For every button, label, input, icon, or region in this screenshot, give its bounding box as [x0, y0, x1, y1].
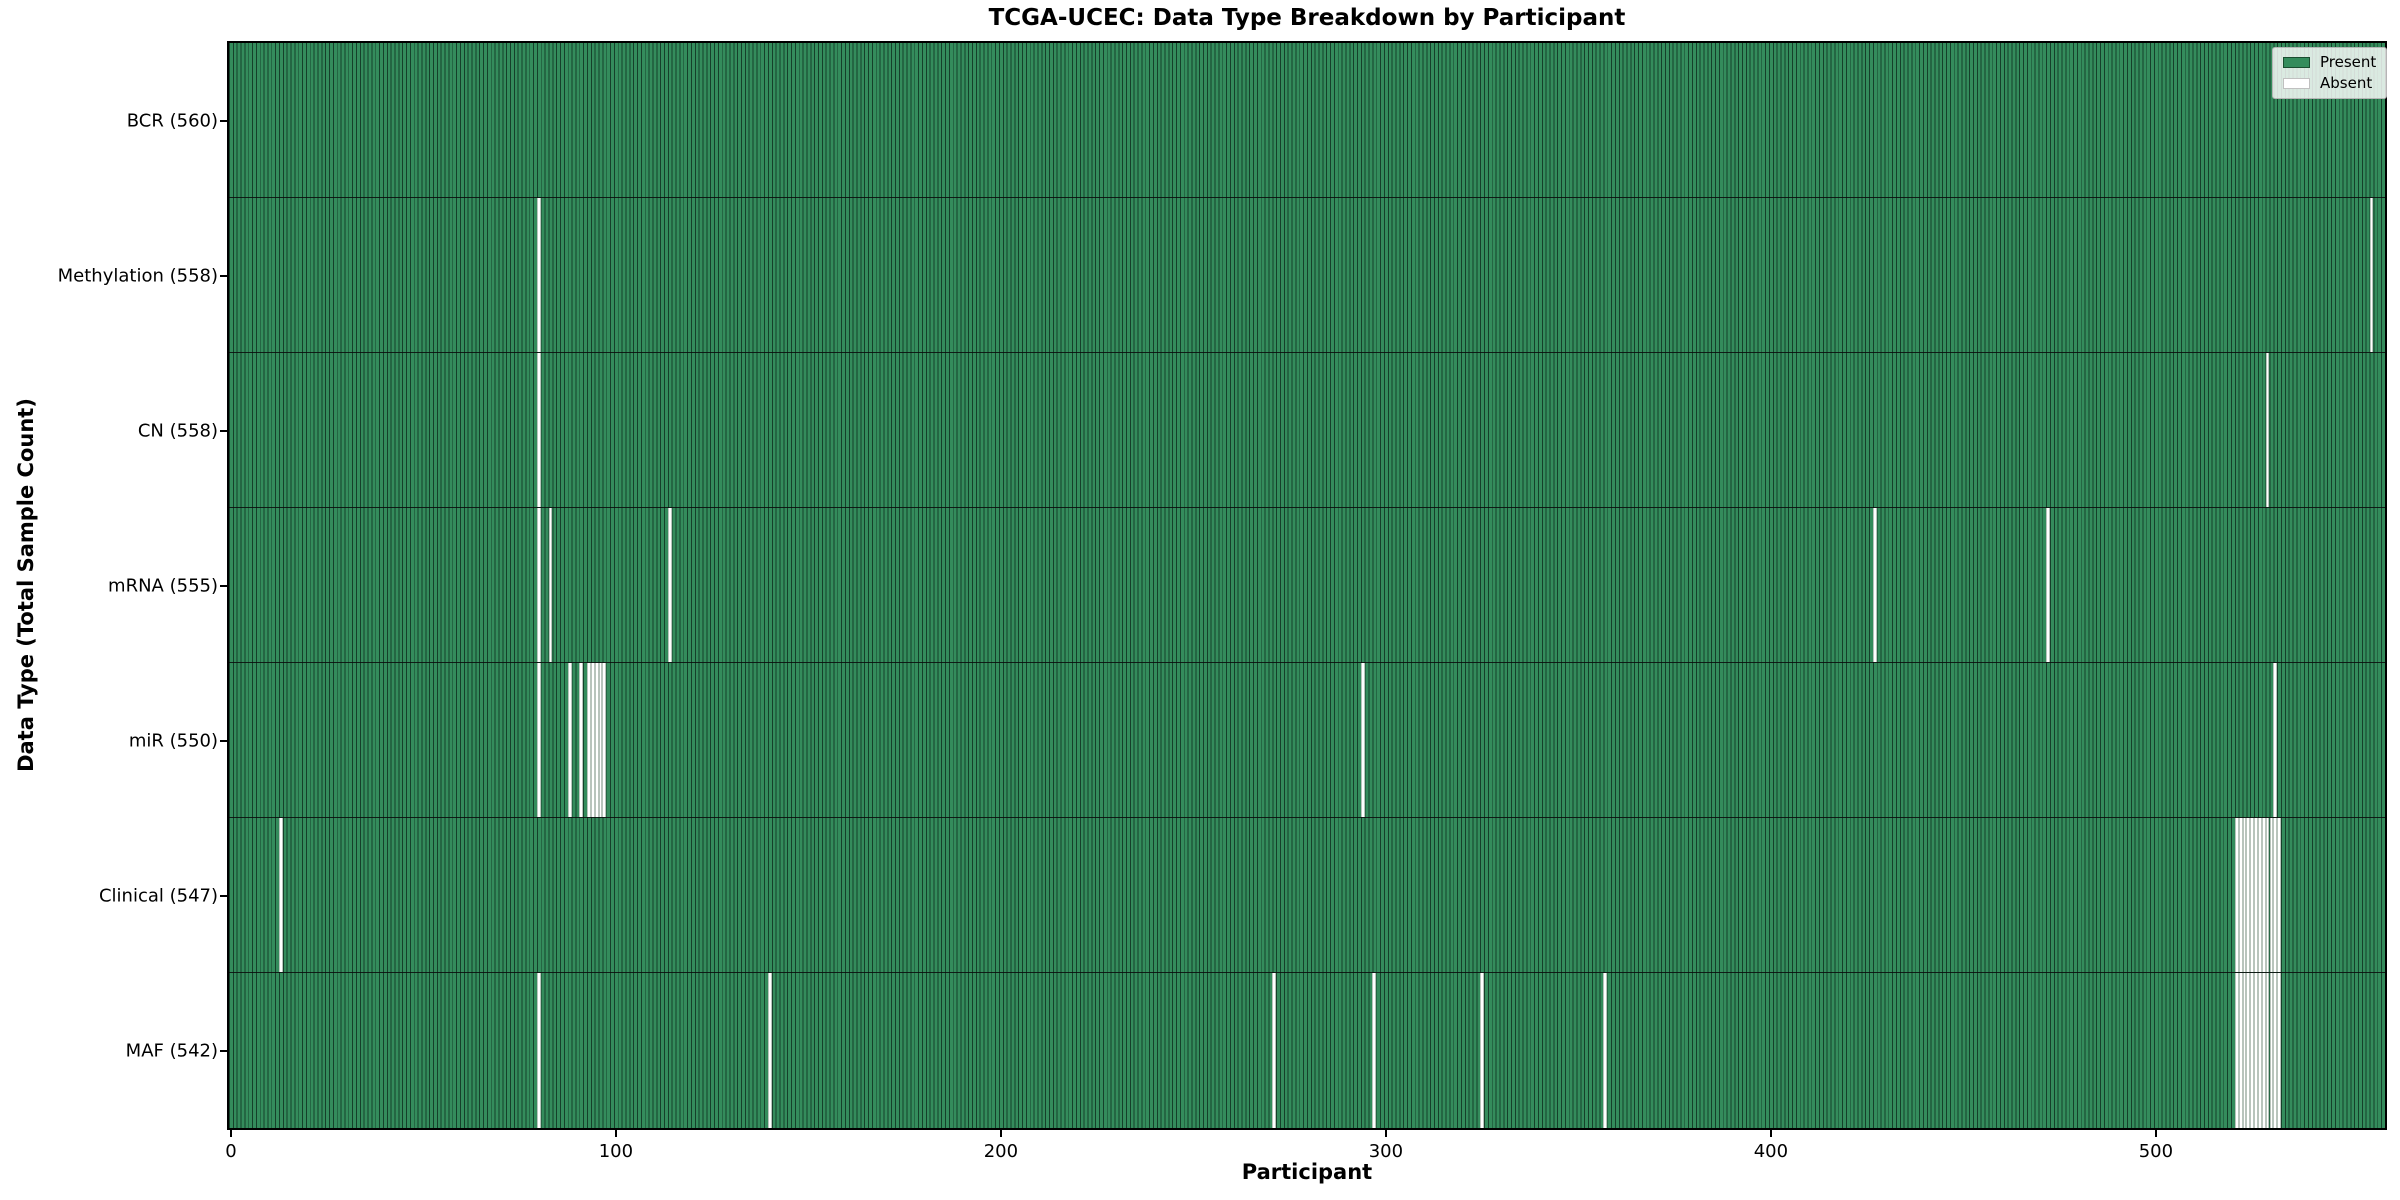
- xtick-mark: [229, 1128, 232, 1137]
- absent-bar: [2246, 973, 2251, 1128]
- absent-bar: [667, 508, 672, 662]
- legend-label: Present: [2320, 53, 2377, 71]
- legend-item-present: Present: [2283, 55, 2376, 70]
- absent-bar: [2234, 818, 2239, 972]
- xtick-label: 300: [1368, 1141, 1404, 1162]
- absent-bar: [548, 508, 553, 662]
- absent-bar: [1272, 973, 1277, 1128]
- absent-bar: [2273, 663, 2278, 817]
- chart-title: TCGA-UCEC: Data Type Breakdown by Partic…: [988, 5, 1626, 31]
- absent-bar: [2261, 818, 2266, 972]
- absent-bar: [2265, 973, 2270, 1128]
- row-clinical: [229, 818, 2385, 973]
- absent-bar: [2265, 353, 2270, 507]
- absent-bar: [537, 663, 541, 817]
- xtick-label: 0: [225, 1141, 237, 1162]
- absent-bar: [2234, 973, 2239, 1128]
- legend-swatch-present: [2283, 57, 2310, 68]
- ytick-mark: [220, 119, 229, 122]
- row-methylation: [229, 198, 2385, 353]
- absent-bar: [1603, 973, 1608, 1128]
- absent-bar: [1480, 973, 1485, 1128]
- absent-bar: [2254, 818, 2258, 972]
- ytick-label: Clinical (547): [98, 885, 218, 906]
- legend-swatch-absent: [2283, 78, 2310, 89]
- absent-bar: [2250, 818, 2255, 972]
- ytick-label: BCR (560): [126, 110, 218, 131]
- ytick-mark: [220, 739, 229, 742]
- absent-bar: [1872, 508, 1877, 662]
- absent-bar: [2250, 973, 2255, 1128]
- xtick-label: 500: [2138, 1141, 2174, 1162]
- absent-bar: [2238, 973, 2243, 1128]
- absent-bar: [2369, 198, 2374, 352]
- ytick-label: MAF (542): [125, 1040, 218, 1061]
- absent-bar: [567, 663, 572, 817]
- absent-bar: [2254, 973, 2258, 1128]
- absent-bar: [537, 198, 541, 352]
- absent-bar: [2242, 973, 2247, 1128]
- xtick-mark: [614, 1128, 617, 1137]
- xtick-label: 400: [1753, 1141, 1789, 1162]
- absent-bar: [537, 353, 541, 507]
- xtick-mark: [1769, 1128, 1772, 1137]
- legend-item-absent: Absent: [2283, 76, 2376, 91]
- absent-bar: [2257, 973, 2262, 1128]
- absent-bar: [2238, 818, 2243, 972]
- absent-bar: [279, 818, 283, 972]
- absent-bar: [2277, 818, 2282, 972]
- absent-bar: [2265, 818, 2270, 972]
- plot-area: [227, 41, 2387, 1130]
- absent-bar: [587, 663, 591, 817]
- legend: Present Absent: [2272, 47, 2388, 99]
- ytick-label: Methylation (558): [57, 265, 218, 286]
- absent-bar: [768, 973, 772, 1128]
- xtick-label: 200: [983, 1141, 1019, 1162]
- absent-bar: [602, 663, 607, 817]
- absent-bar: [598, 663, 603, 817]
- absent-bar: [594, 663, 599, 817]
- row-cn: [229, 353, 2385, 508]
- absent-bar: [2273, 973, 2278, 1128]
- absent-bar: [2257, 818, 2262, 972]
- absent-bar: [2269, 973, 2274, 1128]
- ytick-label: miR (550): [128, 730, 218, 751]
- ytick-mark: [220, 429, 229, 432]
- ytick-label: CN (558): [137, 420, 218, 441]
- absent-bar: [1372, 973, 1377, 1128]
- ytick-mark: [220, 894, 229, 897]
- xtick-mark: [2154, 1128, 2157, 1137]
- xtick-mark: [999, 1128, 1002, 1137]
- ytick-mark: [220, 274, 229, 277]
- absent-bar: [590, 663, 595, 817]
- absent-bar: [1360, 663, 1365, 817]
- absent-bar: [2246, 818, 2251, 972]
- row-mrna: [229, 508, 2385, 663]
- legend-label: Absent: [2320, 74, 2373, 92]
- absent-bar: [2273, 818, 2278, 972]
- absent-bar: [2277, 973, 2282, 1128]
- absent-bar: [2242, 818, 2247, 972]
- row-maf: [229, 973, 2385, 1128]
- absent-bar: [537, 973, 541, 1128]
- absent-bar: [2269, 818, 2274, 972]
- row-bcr: [229, 43, 2385, 198]
- x-axis-label: Participant: [1241, 1160, 1373, 1184]
- absent-bar: [537, 508, 541, 662]
- ytick-mark: [220, 584, 229, 587]
- xtick-mark: [1384, 1128, 1387, 1137]
- xtick-label: 100: [598, 1141, 634, 1162]
- ytick-label: mRNA (555): [108, 575, 218, 596]
- absent-bar: [2046, 508, 2051, 662]
- ytick-mark: [220, 1049, 229, 1052]
- row-mir: [229, 663, 2385, 818]
- absent-bar: [2261, 973, 2266, 1128]
- absent-bar: [579, 663, 584, 817]
